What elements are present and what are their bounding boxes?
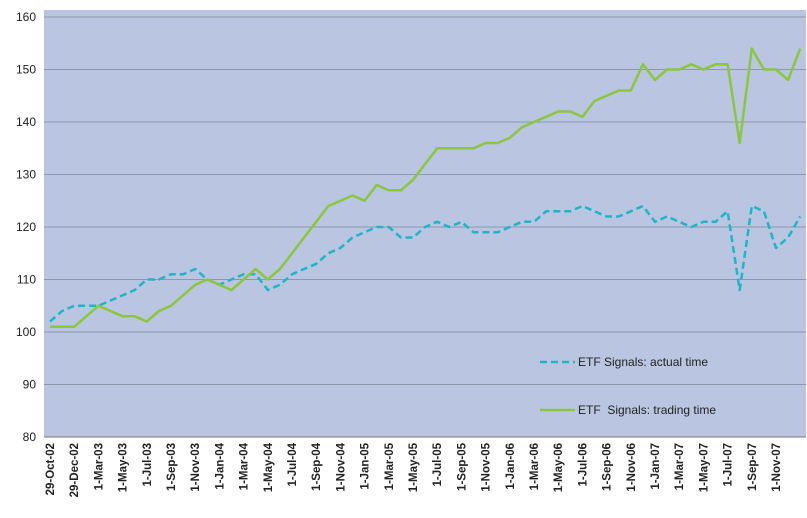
- x-tick-label: 1-Mar-04: [239, 442, 251, 490]
- x-tick-label: 1-May-06: [553, 443, 565, 492]
- x-tick-label: 1-May-04: [263, 442, 275, 492]
- x-tick-label: 1-Nov-07: [771, 443, 783, 492]
- x-tick-label: 1-Nov-03: [190, 443, 202, 492]
- x-tick-label: 1-Nov-04: [335, 442, 347, 491]
- x-tick-label: 1-Mar-03: [93, 443, 105, 490]
- x-tick-label: 1-Mar-07: [674, 443, 686, 490]
- y-tick-label: 120: [16, 220, 36, 234]
- x-tick-label: 1-Jan-04: [214, 442, 226, 489]
- x-tick-label: 1-Nov-05: [481, 442, 493, 491]
- x-tick-label: 1-Sep-07: [747, 443, 759, 491]
- x-tick-label: 1-Sep-04: [311, 442, 323, 491]
- x-tick-label: 1-Mar-05: [384, 442, 396, 490]
- x-tick-label: 1-Jan-07: [650, 443, 662, 490]
- y-tick-label: 100: [16, 325, 36, 339]
- x-tick-label: 29-Oct-02: [45, 443, 57, 495]
- y-tick-label: 150: [16, 63, 36, 77]
- x-tick-label: 1-Jul-03: [142, 443, 154, 486]
- y-tick-label: 160: [16, 10, 36, 24]
- x-tick-label: 1-Jan-06: [505, 443, 517, 490]
- x-tick-label: 1-Sep-05: [456, 442, 468, 491]
- y-tick-label: 130: [16, 168, 36, 182]
- x-tick-label: 1-Jan-05: [360, 442, 372, 489]
- x-tick-label: 1-Nov-06: [626, 443, 638, 492]
- x-tick-label: 1-Jul-06: [577, 443, 589, 486]
- series-line: [50, 47, 802, 329]
- y-tick-label: 140: [16, 115, 36, 129]
- y-tick-label: 80: [23, 430, 37, 444]
- x-tick-label: 1-Sep-06: [602, 443, 614, 491]
- x-tick-label: 1-Jul-04: [287, 442, 299, 486]
- plot-area: [44, 10, 806, 437]
- x-tick-label: 1-May-05: [408, 442, 420, 492]
- x-tick-label: 1-Jul-05: [432, 442, 444, 486]
- x-tick-label: 1-Jul-07: [723, 443, 735, 486]
- x-tick-label: 1-May-03: [118, 443, 130, 492]
- series-line: [49, 204, 802, 323]
- x-tick-label: 1-Sep-03: [166, 443, 178, 491]
- legend-label: ETF Signals: actual time: [578, 355, 708, 369]
- x-tick-label: 1-Mar-06: [529, 443, 541, 490]
- x-tick-label: 1-May-07: [698, 443, 710, 492]
- y-tick-label: 110: [17, 273, 36, 287]
- y-tick-label: 90: [23, 378, 37, 392]
- legend-label: ETF Signals: trading time: [578, 403, 716, 417]
- x-tick-label: 29-Dec-02: [69, 443, 81, 497]
